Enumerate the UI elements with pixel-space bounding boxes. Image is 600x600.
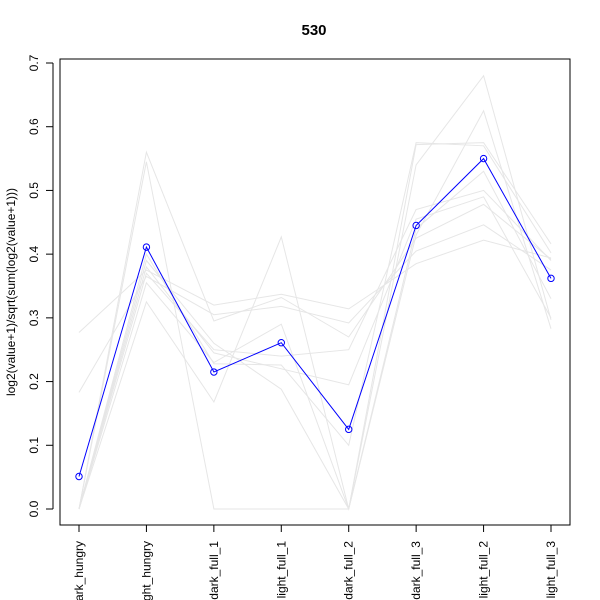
- background-series-line: [78, 142, 552, 510]
- highlight-series-group: [75, 154, 555, 481]
- y-axis-title: log2(value+1)/sqrt(sum(log2(value+1))): [4, 188, 18, 396]
- y-axis: 0.0 0.1 0.2 0.3 0.4 0.5 0.6 0.7: [27, 54, 54, 517]
- y-tick-label: 0.7: [27, 54, 41, 71]
- background-series-line: [78, 196, 552, 510]
- plot-box: [59, 58, 571, 526]
- highlight-point: [345, 425, 353, 434]
- highlight-point: [479, 154, 488, 163]
- background-series-line: [78, 142, 552, 510]
- highlight-point: [210, 368, 218, 376]
- background-series-line: [78, 150, 552, 510]
- x-tick-label: light_full_1: [274, 541, 288, 599]
- highlight-point: [75, 472, 83, 481]
- y-tick-label: 0.0: [27, 500, 41, 517]
- x-tick-label: light_full_3: [544, 541, 558, 599]
- background-series-line: [78, 74, 552, 510]
- background-series-line: [78, 189, 552, 510]
- background-series-line: [78, 109, 552, 511]
- y-tick-label: 0.2: [27, 373, 41, 390]
- x-tick-label: dark_full_2: [342, 541, 356, 600]
- x-tick-label: dark_full_3: [409, 541, 423, 600]
- background-series-group: [78, 74, 552, 511]
- y-tick-label: 0.5: [27, 182, 41, 199]
- background-series-line: [78, 224, 552, 393]
- y-tick-label: 0.4: [27, 245, 41, 262]
- highlight-point: [277, 339, 285, 347]
- highlight-point: [142, 243, 151, 251]
- background-series-line: [78, 239, 552, 333]
- x-axis: ark_hungry ght_hungry dark_full_1 light_ful…: [72, 524, 558, 600]
- x-tick-label: light_full_2: [477, 541, 491, 599]
- y-tick-label: 0.6: [27, 118, 41, 135]
- y-tick-label: 0.1: [27, 437, 41, 454]
- highlight-point: [547, 274, 555, 283]
- x-tick-label: ght_hungry: [139, 541, 153, 600]
- y-tick-label: 0.3: [27, 309, 41, 326]
- x-tick-label: dark_full_1: [207, 541, 221, 600]
- background-series-line: [78, 170, 552, 511]
- x-tick-label: ark_hungry: [72, 541, 86, 600]
- highlight-point: [412, 221, 420, 230]
- chart-title: 530: [301, 22, 326, 39]
- highlight-series-line: [78, 157, 552, 477]
